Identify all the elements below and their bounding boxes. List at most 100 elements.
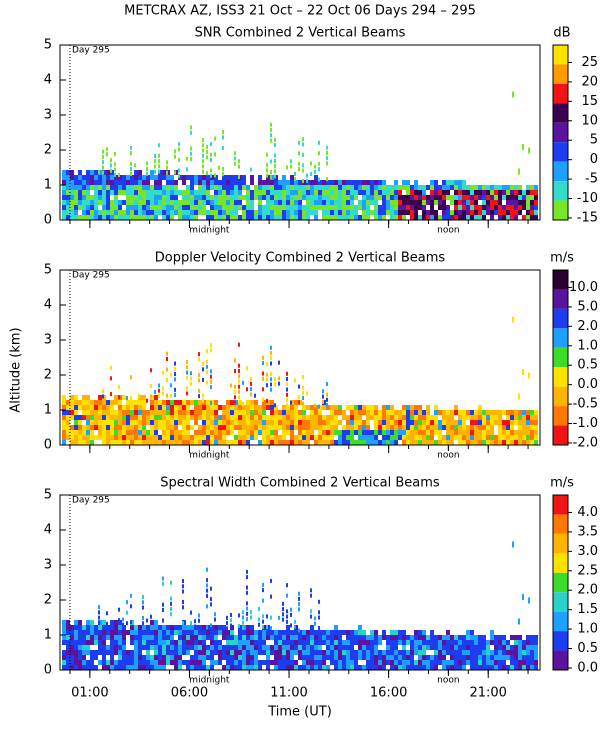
echo-pixel bbox=[438, 215, 442, 220]
echo-pixel bbox=[294, 405, 298, 410]
echo-pixel bbox=[314, 210, 318, 215]
echo-pixel bbox=[86, 635, 90, 640]
echo-pixel bbox=[198, 613, 200, 618]
echo-pixel bbox=[330, 195, 334, 200]
echo-pixel bbox=[186, 425, 190, 430]
echo-pixel bbox=[414, 635, 418, 640]
echo-pixel bbox=[502, 645, 506, 650]
echo-pixel bbox=[206, 370, 208, 375]
echo-pixel bbox=[234, 640, 238, 645]
echo-pixel bbox=[182, 599, 184, 604]
echo-pixel bbox=[174, 430, 178, 435]
echo-pixel bbox=[382, 430, 386, 435]
echo-pixel bbox=[230, 195, 234, 200]
echo-pixel bbox=[298, 151, 300, 156]
echo-pixel bbox=[314, 403, 316, 408]
echo-pixel bbox=[162, 635, 166, 640]
echo-pixel bbox=[306, 660, 310, 665]
echo-pixel bbox=[162, 175, 166, 180]
echo-pixel bbox=[70, 435, 74, 440]
echo-pixel bbox=[186, 200, 190, 205]
echo-pixel bbox=[206, 185, 210, 190]
echo-pixel bbox=[146, 645, 150, 650]
echo-pixel bbox=[526, 435, 530, 440]
echo-pixel bbox=[446, 185, 450, 190]
echo-pixel bbox=[302, 215, 306, 220]
echo-pixel bbox=[298, 384, 300, 389]
echo-pixel bbox=[510, 205, 514, 210]
echo-pixel bbox=[86, 430, 90, 435]
echo-pixel bbox=[290, 159, 292, 164]
echo-pixel bbox=[158, 169, 160, 174]
echo-pixel bbox=[458, 205, 462, 210]
echo-pixel bbox=[162, 391, 164, 396]
echo-pixel bbox=[90, 200, 94, 205]
colorbar-segment bbox=[553, 650, 568, 670]
echo-pixel bbox=[502, 195, 506, 200]
echo-pixel bbox=[170, 200, 174, 205]
echo-pixel bbox=[346, 205, 350, 210]
echo-pixel bbox=[266, 614, 268, 619]
echo-pixel bbox=[202, 362, 204, 367]
echo-pixel bbox=[226, 410, 230, 415]
echo-pixel bbox=[238, 435, 242, 440]
echo-pixel bbox=[346, 415, 350, 420]
echo-pixel bbox=[226, 425, 230, 430]
echo-pixel bbox=[74, 180, 78, 185]
echo-pixel bbox=[354, 405, 358, 410]
echo-pixel bbox=[434, 655, 438, 660]
echo-pixel bbox=[530, 665, 534, 670]
echo-pixel bbox=[202, 185, 206, 190]
echo-pixel bbox=[242, 405, 246, 410]
echo-pixel bbox=[178, 625, 182, 630]
echo-pixel bbox=[66, 205, 70, 210]
echo-pixel bbox=[62, 415, 66, 420]
echo-pixel bbox=[214, 180, 218, 185]
echo-pixel bbox=[94, 205, 98, 210]
echo-pixel bbox=[386, 190, 390, 195]
echo-pixel bbox=[190, 400, 194, 405]
echo-pixel bbox=[394, 190, 398, 195]
echo-pixel bbox=[102, 410, 106, 415]
echo-pixel bbox=[270, 215, 274, 220]
echo-pixel bbox=[134, 175, 138, 180]
echo-pixel bbox=[290, 660, 294, 665]
echo-pixel bbox=[402, 650, 406, 655]
echo-pixel bbox=[170, 175, 174, 180]
echo-pixel bbox=[302, 410, 306, 415]
echo-pixel bbox=[154, 640, 158, 645]
echo-pixel bbox=[138, 435, 142, 440]
echo-pixel bbox=[194, 410, 198, 415]
echo-pixel bbox=[182, 400, 186, 405]
echo-pixel bbox=[190, 635, 194, 640]
echo-pixel bbox=[238, 650, 242, 655]
echo-pixel bbox=[146, 190, 150, 195]
echo-pixel bbox=[298, 596, 300, 601]
echo-pixel bbox=[238, 645, 242, 650]
colorbar-segment bbox=[553, 425, 568, 445]
echo-pixel bbox=[350, 430, 354, 435]
echo-pixel bbox=[106, 430, 110, 435]
echo-pixel bbox=[422, 205, 426, 210]
echo-pixel bbox=[438, 410, 442, 415]
echo-pixel bbox=[418, 185, 422, 190]
echo-pixel bbox=[126, 420, 130, 425]
echo-pixel bbox=[442, 665, 446, 670]
echo-pixel bbox=[66, 625, 70, 630]
echo-pixel bbox=[206, 665, 210, 670]
echo-pixel bbox=[286, 190, 290, 195]
echo-pixel bbox=[330, 440, 334, 445]
echo-pixel bbox=[342, 410, 346, 415]
echo-pixel bbox=[194, 619, 196, 624]
echo-pixel bbox=[382, 210, 386, 215]
echo-pixel bbox=[478, 640, 482, 645]
panel-title: Doppler Velocity Combined 2 Vertical Bea… bbox=[155, 251, 446, 266]
echo-pixel bbox=[170, 645, 174, 650]
echo-pixel bbox=[274, 403, 276, 408]
echo-pixel bbox=[190, 425, 194, 430]
echo-pixel bbox=[206, 410, 210, 415]
echo-pixel bbox=[338, 635, 342, 640]
echo-pixel bbox=[242, 210, 246, 215]
echo-pixel bbox=[142, 635, 146, 640]
echo-pixel bbox=[370, 185, 374, 190]
